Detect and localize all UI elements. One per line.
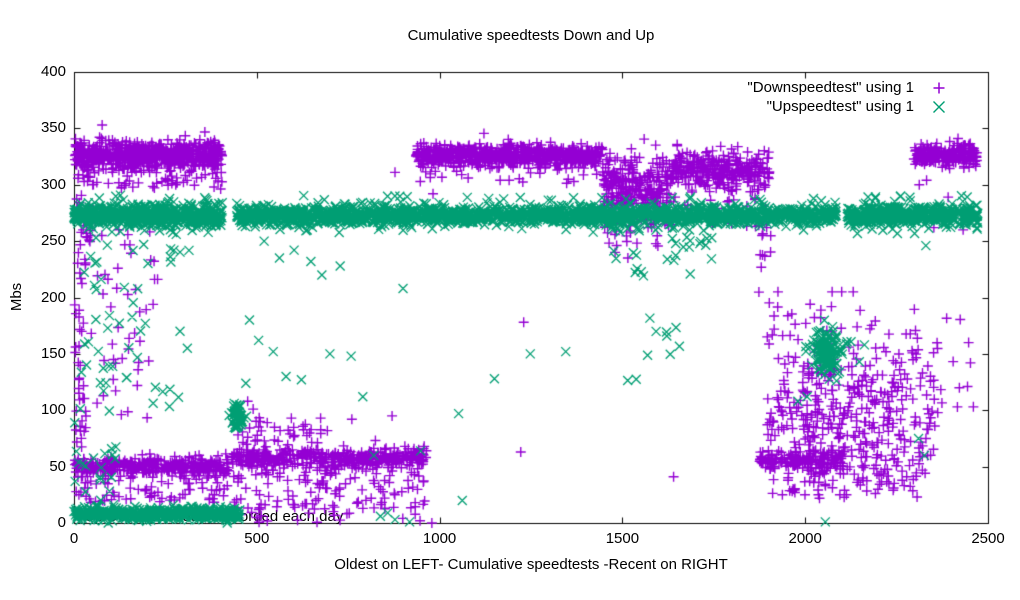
- y-tick-label: 50: [49, 457, 66, 475]
- legend-label-downspeedtest: "Downspeedtest" using 1: [747, 79, 914, 96]
- y-tick-label: 100: [40, 401, 66, 419]
- y-tick-label: 250: [40, 232, 66, 250]
- x-tick-label: 500: [244, 530, 270, 547]
- x-tick-label: 2000: [788, 530, 822, 547]
- y-tick-label: 200: [40, 288, 66, 306]
- legend-entry-downspeedtest: "Downspeedtest" using 1: [747, 78, 950, 97]
- y-tick-label: 300: [40, 175, 66, 193]
- legend-entry-upspeedtest: "Upspeedtest" using 1: [747, 97, 950, 116]
- x-tick-label: 1000: [422, 530, 457, 547]
- legend: "Downspeedtest" using 1 "Upspeedtest" us…: [747, 78, 950, 116]
- cross-marker-icon: [928, 99, 950, 115]
- x-tick-label: 0: [69, 530, 79, 547]
- legend-label-upspeedtest: "Upspeedtest" using 1: [766, 98, 914, 115]
- x-tick-label: 2500: [971, 530, 1005, 547]
- y-tick-label: 350: [40, 119, 66, 137]
- y-tick-label: 150: [40, 344, 66, 362]
- plus-marker-icon: [928, 80, 950, 96]
- y-tick-label: 0: [57, 514, 66, 531]
- x-tick-label: 1500: [605, 530, 640, 547]
- y-tick-label: 400: [40, 63, 66, 80]
